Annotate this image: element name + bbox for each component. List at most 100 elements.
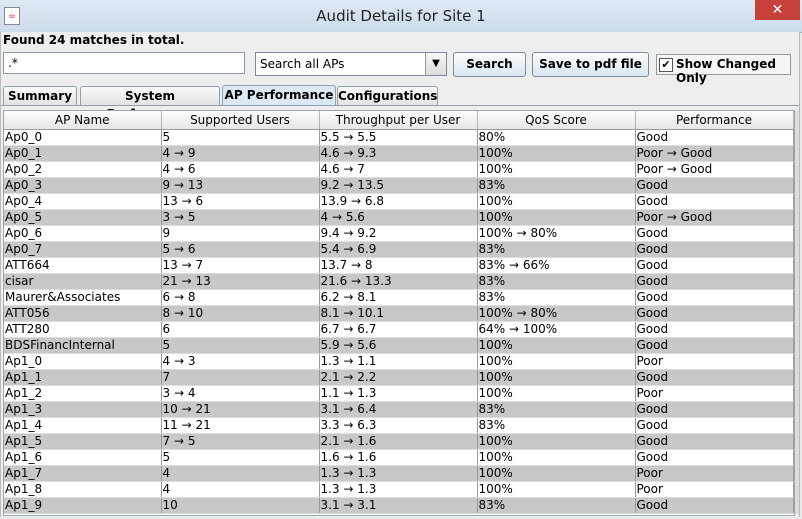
qos-score-cell: 100% bbox=[477, 385, 636, 402]
table-row[interactable]: Ap1_3 10 → 21 3.1 → 6.4 83% Good bbox=[4, 401, 794, 418]
save-pdf-button[interactable]: Save to pdf file bbox=[532, 52, 649, 77]
throughput-cell: 3.1 → 6.4 bbox=[319, 401, 478, 418]
performance-cell: Good bbox=[635, 449, 794, 466]
chevron-down-icon[interactable]: ▼ bbox=[425, 53, 446, 75]
checkbox-checked-icon[interactable]: ✔ bbox=[659, 58, 673, 72]
ap-name-cell: Ap1_2 bbox=[4, 385, 162, 402]
supported-users-cell: 8 → 10 bbox=[161, 305, 320, 322]
qos-score-cell: 100% bbox=[477, 449, 636, 466]
tab-system-performance[interactable]: System Performance bbox=[80, 86, 220, 121]
table-row[interactable]: Ap0_2 4 → 6 4.6 → 7 100% Poor → Good bbox=[4, 161, 794, 178]
performance-cell: Good bbox=[635, 241, 794, 258]
throughput-cell: 4 → 5.6 bbox=[319, 209, 478, 226]
table-row[interactable]: ATT664 13 → 7 13.7 → 8 83% → 66% Good bbox=[4, 257, 794, 274]
ap-name-cell: Ap1_7 bbox=[4, 465, 162, 482]
ap-name-cell: Ap0_0 bbox=[4, 129, 162, 146]
table-row[interactable]: BDSFinancInternal 5 5.9 → 5.6 100% Good bbox=[4, 337, 794, 354]
column-header-ap-name[interactable]: AP Name bbox=[4, 111, 162, 130]
ap-name-cell: cisar bbox=[4, 273, 162, 290]
ap-name-cell: BDSFinancInternal bbox=[4, 337, 162, 354]
performance-cell: Good bbox=[635, 433, 794, 450]
throughput-cell: 1.3 → 1.3 bbox=[319, 481, 478, 498]
table-row[interactable]: Ap1_1 7 2.1 → 2.2 100% Good bbox=[4, 369, 794, 386]
table-row[interactable]: Ap1_5 7 → 5 2.1 → 1.6 100% Good bbox=[4, 433, 794, 450]
ap-name-cell: ATT056 bbox=[4, 305, 162, 322]
throughput-cell: 9.2 → 13.5 bbox=[319, 177, 478, 194]
performance-cell: Good bbox=[635, 305, 794, 322]
supported-users-cell: 21 → 13 bbox=[161, 273, 320, 290]
supported-users-cell: 3 → 5 bbox=[161, 209, 320, 226]
ap-filter-selected: Search all APs bbox=[260, 57, 345, 71]
qos-score-cell: 100% bbox=[477, 209, 636, 226]
close-button[interactable]: ✕ bbox=[755, 0, 800, 20]
ap-filter-dropdown[interactable]: Search all APs ▼ bbox=[255, 52, 447, 76]
supported-users-cell: 5 bbox=[161, 449, 320, 466]
performance-cell: Good bbox=[635, 177, 794, 194]
ap-name-cell: Ap0_2 bbox=[4, 161, 162, 178]
performance-cell: Good bbox=[635, 257, 794, 274]
qos-score-cell: 83% bbox=[477, 241, 636, 258]
table-row[interactable]: Ap0_7 5 → 6 5.4 → 6.9 83% Good bbox=[4, 241, 794, 258]
show-changed-only-toggle[interactable]: ✔ Show Changed Only bbox=[656, 54, 791, 85]
ap-name-cell: Ap0_1 bbox=[4, 145, 162, 162]
table-row[interactable]: ATT056 8 → 10 8.1 → 10.1 100% → 80% Good bbox=[4, 305, 794, 322]
tab-ap-performance[interactable]: AP Performance bbox=[222, 85, 336, 106]
performance-cell: Good bbox=[635, 417, 794, 434]
column-header-throughput[interactable]: Throughput per User bbox=[319, 111, 478, 130]
java-app-icon: ☕ bbox=[4, 7, 20, 25]
table-row[interactable]: Ap1_2 3 → 4 1.1 → 1.3 100% Poor bbox=[4, 385, 794, 402]
qos-score-cell: 83% bbox=[477, 497, 636, 514]
ap-name-cell: Ap1_5 bbox=[4, 433, 162, 450]
ap-name-cell: Ap0_6 bbox=[4, 225, 162, 242]
supported-users-cell: 4 bbox=[161, 481, 320, 498]
qos-score-cell: 83% bbox=[477, 273, 636, 290]
search-input[interactable] bbox=[3, 52, 245, 74]
performance-cell: Poor → Good bbox=[635, 161, 794, 178]
qos-score-cell: 83% bbox=[477, 289, 636, 306]
table-row[interactable]: Ap0_1 4 → 9 4.6 → 9.3 100% Poor → Good bbox=[4, 145, 794, 162]
ap-performance-table: AP Name Supported Users Throughput per U… bbox=[3, 110, 795, 516]
table-row[interactable]: ATT280 6 6.7 → 6.7 64% → 100% Good bbox=[4, 321, 794, 338]
search-button[interactable]: Search bbox=[453, 52, 526, 77]
supported-users-cell: 7 bbox=[161, 369, 320, 386]
qos-score-cell: 100% bbox=[477, 369, 636, 386]
performance-cell: Poor bbox=[635, 385, 794, 402]
supported-users-cell: 4 bbox=[161, 465, 320, 482]
table-row[interactable]: Ap0_3 9 → 13 9.2 → 13.5 83% Good bbox=[4, 177, 794, 194]
table-row[interactable]: Ap0_6 9 9.4 → 9.2 100% → 80% Good bbox=[4, 225, 794, 242]
ap-name-cell: Ap0_7 bbox=[4, 241, 162, 258]
qos-score-cell: 100% bbox=[477, 465, 636, 482]
supported-users-cell: 9 → 13 bbox=[161, 177, 320, 194]
supported-users-cell: 3 → 4 bbox=[161, 385, 320, 402]
throughput-cell: 1.3 → 1.1 bbox=[319, 353, 478, 370]
table-row[interactable]: Ap0_0 5 5.5 → 5.5 80% Good bbox=[4, 129, 794, 146]
table-row[interactable]: Ap1_6 5 1.6 → 1.6 100% Good bbox=[4, 449, 794, 466]
table-row[interactable]: cisar 21 → 13 21.6 → 13.3 83% Good bbox=[4, 273, 794, 290]
table-row[interactable]: Ap1_0 4 → 3 1.3 → 1.1 100% Poor bbox=[4, 353, 794, 370]
supported-users-cell: 6 → 8 bbox=[161, 289, 320, 306]
throughput-cell: 1.3 → 1.3 bbox=[319, 465, 478, 482]
column-header-supported-users[interactable]: Supported Users bbox=[161, 111, 320, 130]
qos-score-cell: 100% bbox=[477, 433, 636, 450]
table-row[interactable]: Maurer&Associates 6 → 8 6.2 → 8.1 83% Good bbox=[4, 289, 794, 306]
supported-users-cell: 5 → 6 bbox=[161, 241, 320, 258]
performance-cell: Good bbox=[635, 193, 794, 210]
ap-name-cell: Ap1_9 bbox=[4, 497, 162, 514]
table-row[interactable]: Ap0_4 13 → 6 13.9 → 6.8 100% Good bbox=[4, 193, 794, 210]
tab-summary[interactable]: Summary bbox=[3, 86, 77, 105]
performance-cell: Good bbox=[635, 225, 794, 242]
tab-configurations[interactable]: Configurations bbox=[337, 86, 438, 105]
performance-cell: Good bbox=[635, 337, 794, 354]
table-row[interactable]: Ap1_7 4 1.3 → 1.3 100% Poor bbox=[4, 465, 794, 482]
column-header-qos-score[interactable]: QoS Score bbox=[477, 111, 636, 130]
column-header-performance[interactable]: Performance bbox=[635, 111, 794, 130]
table-row[interactable]: Ap1_4 11 → 21 3.3 → 6.3 83% Good bbox=[4, 417, 794, 434]
window-title: Audit Details for Site 1 bbox=[316, 7, 486, 25]
throughput-cell: 2.1 → 2.2 bbox=[319, 369, 478, 386]
table-row[interactable]: Ap1_8 4 1.3 → 1.3 100% Poor bbox=[4, 481, 794, 498]
supported-users-cell: 5 bbox=[161, 129, 320, 146]
qos-score-cell: 100% bbox=[477, 481, 636, 498]
table-row[interactable]: Ap1_9 10 3.1 → 3.1 83% Good bbox=[4, 497, 794, 514]
throughput-cell: 1.6 → 1.6 bbox=[319, 449, 478, 466]
